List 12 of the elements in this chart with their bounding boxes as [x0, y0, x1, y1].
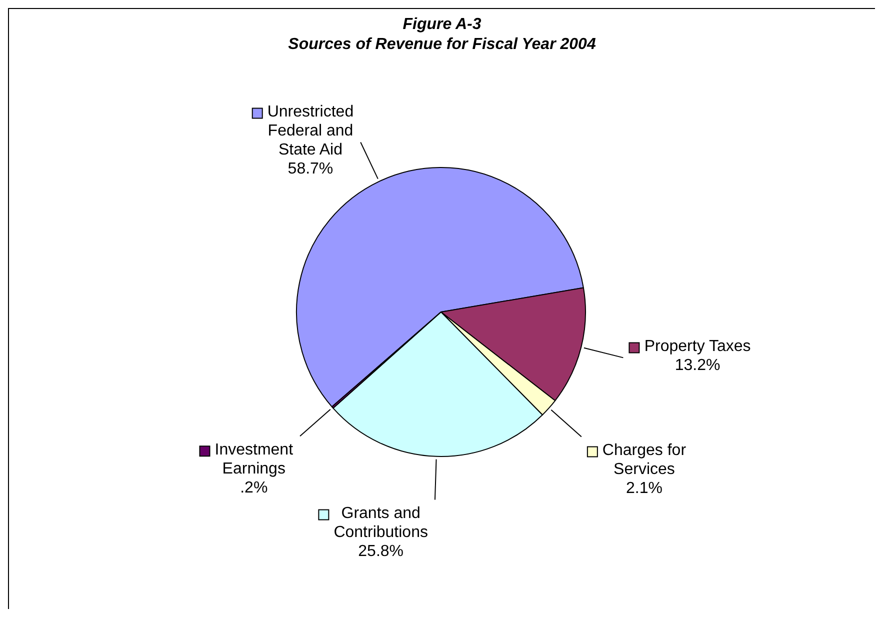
legend-label: Property Taxes — [644, 338, 751, 356]
legend-label: Grants and Contributions — [334, 505, 428, 542]
legend-label: Charges for Services — [602, 442, 687, 478]
chart-subtitle: Sources of Revenue for Fiscal Year 2004 — [287, 35, 597, 55]
data-label: 13.2% — [674, 357, 720, 374]
data-label: 25.8% — [358, 543, 404, 560]
legend-label: Unrestricted Federal and State Aid — [267, 104, 354, 159]
data-label: 58.7% — [288, 160, 334, 178]
data-label: 2.1% — [626, 480, 662, 498]
data-label: .2% — [240, 480, 268, 497]
legend-label: Investment Earnings — [214, 442, 294, 478]
chart-title: Figure A-3 — [402, 15, 482, 35]
